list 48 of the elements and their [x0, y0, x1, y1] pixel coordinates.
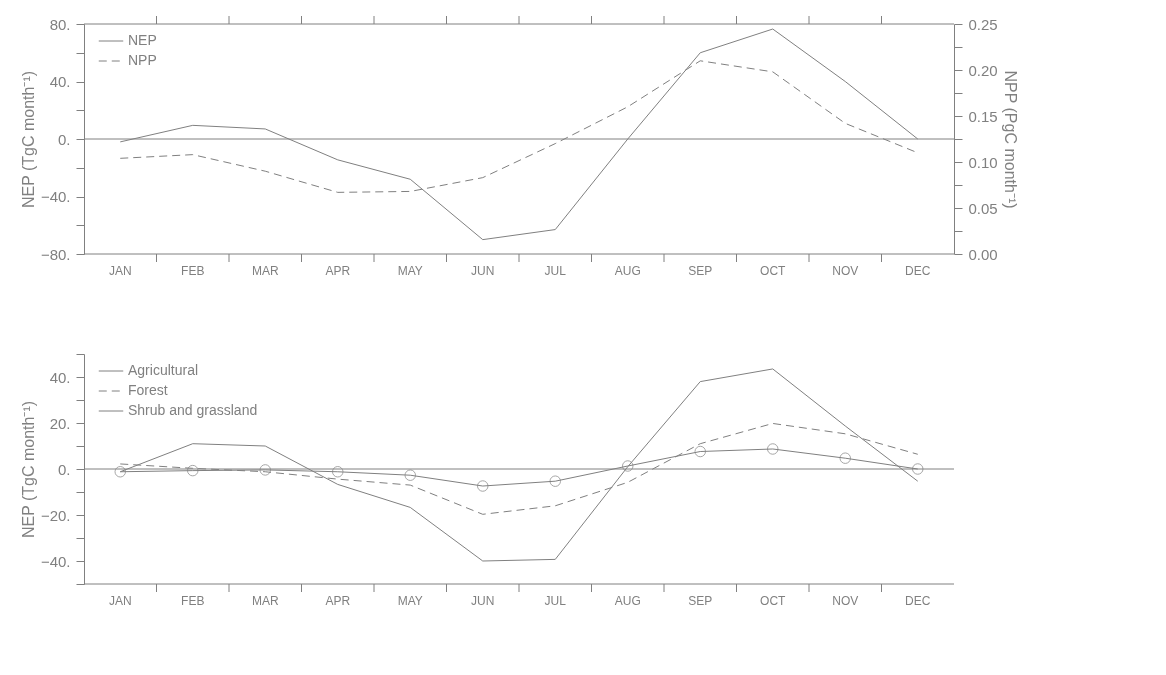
x-tick-label: JAN: [108, 594, 132, 608]
y2-tick-label: 0.20: [968, 61, 998, 79]
x-tick-label: JUL: [544, 594, 567, 608]
x-tick-label: JUN: [471, 594, 495, 608]
x-tick-label: OCT: [760, 594, 787, 608]
y-tick-label: 80.: [49, 15, 71, 33]
x-tick-label: MAY: [397, 264, 423, 278]
x-tick-label: APR: [325, 264, 351, 278]
y-tick-label: −40.: [40, 188, 71, 205]
x-tick-label: NOV: [832, 264, 859, 278]
x-tick-label: AUG: [614, 264, 641, 278]
y-axis-title: NEP (TgC month⁻¹): [19, 400, 37, 539]
y-tick-label: 0.: [57, 460, 71, 478]
y2-tick-label: 0.00: [968, 245, 998, 263]
y-tick-label: −20.: [40, 506, 71, 524]
x-tick-label: OCT: [760, 264, 787, 278]
legend-label: Forest: [128, 382, 168, 398]
y-axis-title: NEP (TgC month⁻¹): [19, 70, 37, 209]
y-tick-label: 20.: [49, 414, 71, 432]
x-tick-label: SEP: [688, 594, 713, 608]
legend-label: NEP: [128, 32, 157, 48]
x-tick-label: FEB: [181, 594, 205, 608]
legend-label: Agricultural: [128, 362, 199, 378]
x-tick-label: SEP: [688, 264, 713, 278]
x-tick-label: FEB: [181, 264, 205, 278]
x-tick-label: JUN: [471, 264, 495, 278]
y-tick-label: −80.: [40, 245, 71, 263]
y2-tick-label: 0.25: [968, 15, 998, 33]
x-tick-label: JUL: [544, 264, 567, 278]
x-tick-label: DEC: [905, 594, 931, 608]
y-tick-label: 40.: [49, 73, 71, 90]
x-tick-label: MAR: [251, 594, 279, 608]
legend-label: Shrub and grassland: [128, 402, 258, 418]
x-tick-label: MAY: [397, 594, 423, 608]
y2-tick-label: 0.05: [968, 199, 998, 217]
y-tick-label: 40.: [49, 368, 71, 386]
y2-tick-label: 0.10: [968, 153, 998, 171]
x-tick-label: APR: [325, 594, 351, 608]
y2-tick-label: 0.15: [968, 107, 998, 125]
x-tick-label: JAN: [108, 264, 132, 278]
y-tick-label: −40.: [40, 552, 71, 570]
x-tick-label: NOV: [832, 594, 859, 608]
y-tick-label: 0.: [57, 130, 71, 148]
y2-axis-title: NPP (PgC month⁻¹): [1001, 70, 1019, 209]
x-tick-label: MAR: [251, 264, 279, 278]
legend-label: NPP: [128, 52, 157, 68]
x-tick-label: DEC: [905, 264, 931, 278]
x-tick-label: AUG: [614, 594, 641, 608]
